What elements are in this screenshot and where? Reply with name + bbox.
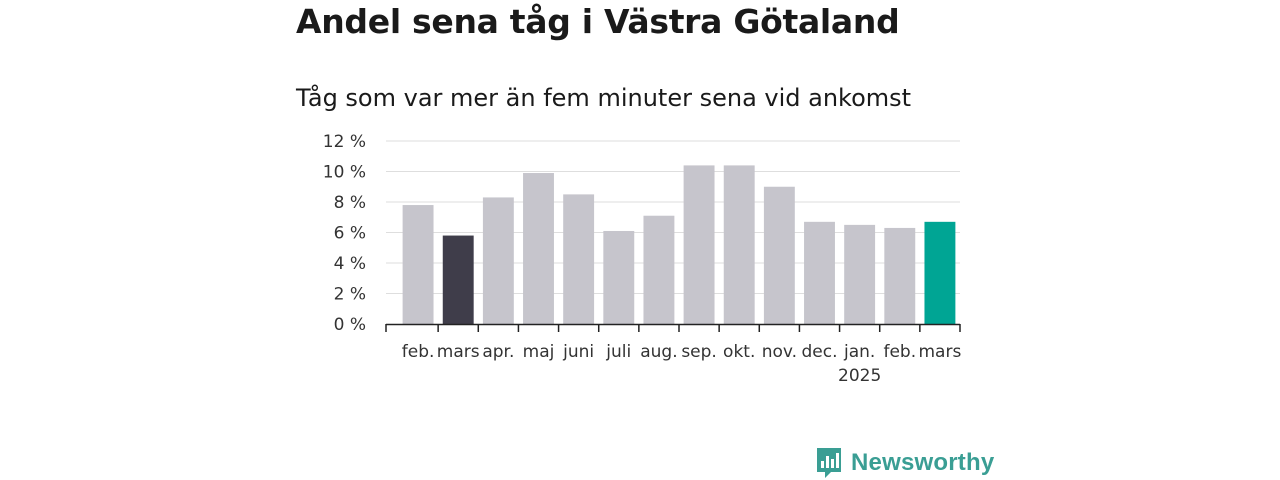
y-tick-label: 10 % bbox=[323, 163, 366, 183]
x-tick-label: juni bbox=[562, 342, 594, 362]
bar bbox=[804, 221, 835, 324]
y-tick-label: 12 % bbox=[323, 132, 366, 152]
bar bbox=[683, 165, 715, 324]
y-tick-label: 6 % bbox=[334, 224, 366, 244]
x-tick-label: mars bbox=[919, 342, 962, 362]
chart-title: Andel sena tåg i Västra Götaland bbox=[296, 2, 900, 41]
x-tick-label: okt. bbox=[723, 342, 755, 362]
bar bbox=[763, 186, 795, 324]
bar bbox=[603, 230, 635, 324]
y-tick-label: 4 % bbox=[334, 254, 366, 274]
brand-logo: Newsworthy bbox=[815, 446, 994, 480]
x-year-label: 2025 bbox=[838, 366, 881, 386]
x-tick-label: feb. bbox=[402, 342, 435, 362]
x-tick-label: jan. bbox=[843, 342, 875, 362]
y-tick-label: 0 % bbox=[334, 315, 366, 335]
bar bbox=[884, 227, 916, 324]
bar bbox=[563, 194, 595, 324]
bar bbox=[402, 205, 434, 324]
x-tick-label: apr. bbox=[482, 342, 514, 362]
bar bbox=[924, 221, 956, 324]
bar bbox=[523, 173, 554, 324]
brand-name: Newsworthy bbox=[851, 449, 995, 476]
bar bbox=[723, 165, 755, 324]
x-tick-label: nov. bbox=[762, 342, 797, 362]
chart-subtitle: Tåg som var mer än fem minuter sena vid … bbox=[296, 84, 912, 112]
bar bbox=[482, 197, 514, 324]
x-tick-label: juli bbox=[605, 342, 631, 362]
bar bbox=[844, 224, 876, 324]
x-tick-label: aug. bbox=[640, 342, 677, 362]
x-tick-label: sep. bbox=[681, 342, 717, 362]
x-tick-label: mars bbox=[437, 342, 480, 362]
x-tick-label: feb. bbox=[883, 342, 916, 362]
newsworthy-logo-icon bbox=[817, 448, 841, 478]
x-tick-label: dec. bbox=[801, 342, 837, 362]
bar bbox=[442, 235, 474, 324]
bar bbox=[643, 215, 675, 324]
y-tick-label: 2 % bbox=[334, 285, 366, 305]
x-tick-label: maj bbox=[523, 342, 555, 362]
y-tick-label: 8 % bbox=[334, 193, 366, 213]
